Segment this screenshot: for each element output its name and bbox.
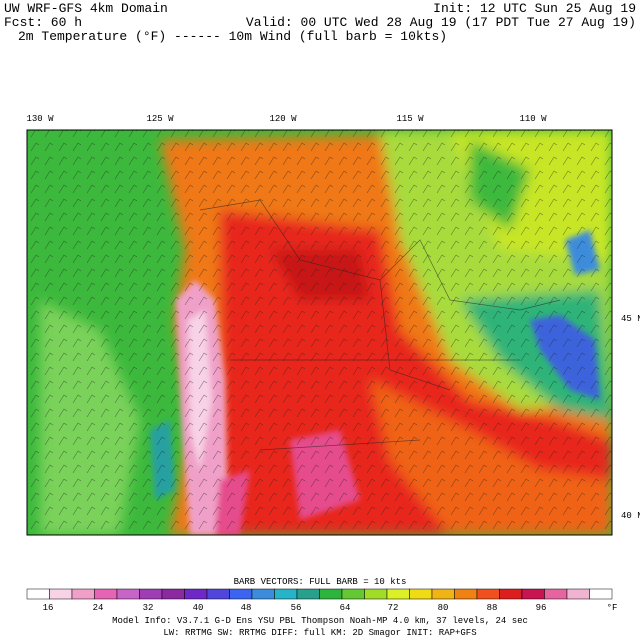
- init: Init: 12 UTC Sun 25 Aug 19: [433, 1, 636, 16]
- colorbar-label: 72: [388, 603, 399, 613]
- latitude-label: 45 N: [621, 314, 640, 324]
- longitude-label: 110 W: [519, 114, 547, 124]
- colorbar-swatch: [566, 588, 590, 600]
- model-physics: LW: RRTMG SW: RRTMG DIFF: full KM: 2D Sm…: [163, 628, 476, 638]
- colorbar-swatch: [544, 588, 568, 600]
- colorbar-swatch: [71, 588, 95, 600]
- title: UW WRF-GFS 4km Domain: [4, 1, 168, 16]
- colorbar-swatch: [94, 588, 118, 600]
- temperature-field: [27, 130, 612, 535]
- colorbar-swatch: [274, 588, 298, 600]
- colorbar-label: 96: [536, 603, 547, 613]
- colorbar-swatch: [296, 588, 320, 600]
- colorbar-label: 24: [93, 603, 104, 613]
- valid: Valid: 00 UTC Wed 28 Aug 19 (17 PDT Tue …: [246, 15, 636, 30]
- longitude-label: 130 W: [26, 114, 54, 124]
- colorbar-label: 88: [487, 603, 498, 613]
- colorbar-label: 64: [340, 603, 351, 613]
- colorbar-swatch: [206, 588, 230, 600]
- colorbar-swatch: [49, 588, 73, 600]
- colorbar-swatch: [139, 588, 163, 600]
- fields: 2m Temperature (°F) ------ 10m Wind (ful…: [18, 29, 447, 44]
- longitude-label: 120 W: [269, 114, 297, 124]
- colorbar-swatch: [341, 588, 365, 600]
- colorbar-label: °F: [607, 603, 618, 613]
- colorbar-swatch: [364, 588, 388, 600]
- colorbar-label: 40: [193, 603, 204, 613]
- colorbar-swatch: [184, 588, 208, 600]
- colorbar-swatch: [229, 588, 253, 600]
- colorbar-swatch: [26, 588, 50, 600]
- colorbar-swatch: [476, 588, 500, 600]
- colorbar-swatch: [499, 588, 523, 600]
- colorbar-label: 32: [143, 603, 154, 613]
- colorbar-label: 56: [291, 603, 302, 613]
- colorbar-swatch: [409, 588, 433, 600]
- longitude-label: 125 W: [146, 114, 174, 124]
- colorbar-swatch: [116, 588, 140, 600]
- colorbar-label: 16: [43, 603, 54, 613]
- colorbar-title: BARB VECTORS: FULL BARB = 10 kts: [234, 577, 407, 587]
- latitude-label: 40 N: [621, 511, 640, 521]
- longitude-label: 115 W: [396, 114, 424, 124]
- model-info: Model Info: V3.7.1 G-D Ens YSU PBL Thomp…: [112, 616, 528, 626]
- colorbar-label: 80: [438, 603, 449, 613]
- forecast: Fcst: 60 h: [4, 15, 82, 30]
- colorbar-swatch: [386, 588, 410, 600]
- colorbar-swatch: [431, 588, 455, 600]
- colorbar-swatch: [161, 588, 185, 600]
- colorbar-swatch: [521, 588, 545, 600]
- colorbar-swatch: [319, 588, 343, 600]
- colorbar-swatch: [454, 588, 478, 600]
- colorbar-label: 48: [241, 603, 252, 613]
- map-frame: [26, 129, 613, 536]
- colorbar-swatch: [589, 588, 613, 600]
- colorbar-swatch: [251, 588, 275, 600]
